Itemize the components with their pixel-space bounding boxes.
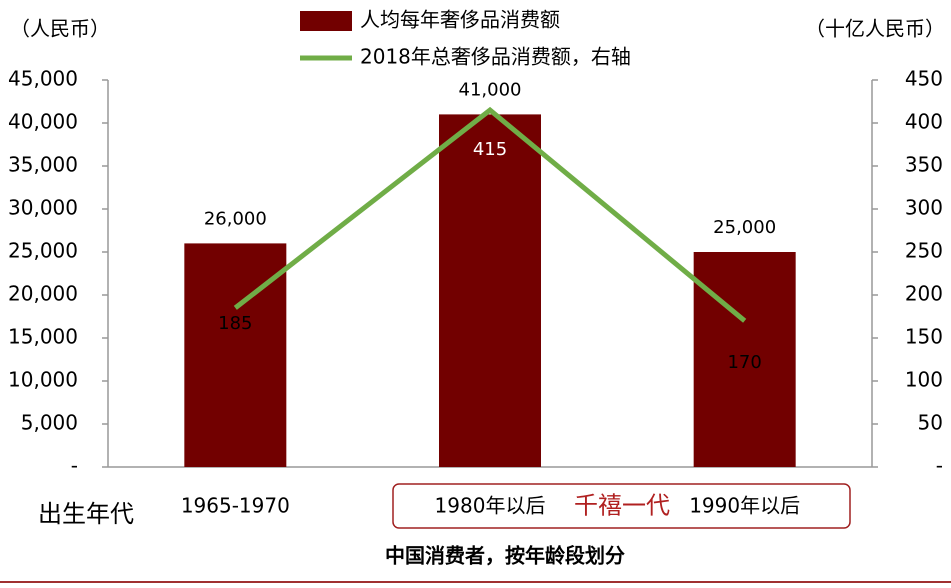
y-tick-label: 10,000	[8, 368, 78, 392]
bar-value-label: 26,000	[204, 208, 267, 229]
y-tick-label: 45,000	[8, 67, 78, 91]
y2-axis-label: （十亿人民币）	[805, 17, 945, 41]
y2-tick-label: 450	[905, 67, 943, 91]
legend-label: 人均每年奢侈品消费额	[360, 8, 560, 32]
y-tick-label: 25,000	[8, 239, 78, 263]
legend-swatch	[300, 11, 352, 31]
legend-label: 2018年总奢侈品消费额，右轴	[360, 45, 631, 69]
y2-tick-label: 250	[905, 239, 943, 263]
y2-tick-label: 300	[905, 196, 943, 220]
y-tick-label: 5,000	[21, 411, 78, 435]
x-tick-label: 1990年以后	[689, 494, 800, 518]
y2-tick-label: 400	[905, 110, 943, 134]
y-tick-label: 40,000	[8, 110, 78, 134]
chart-title: 中国消费者，按年龄段划分	[385, 544, 625, 568]
y-axis-label: （人民币）	[10, 17, 110, 41]
bar	[439, 114, 541, 468]
y2-tick-label: 150	[905, 325, 943, 349]
y2-tick-label: 350	[905, 153, 943, 177]
y2-tick-label: 200	[905, 282, 943, 306]
y-tick-label: 35,000	[8, 153, 78, 177]
y-tick-label: 15,000	[8, 325, 78, 349]
y2-tick-label: -	[936, 454, 943, 478]
bar	[184, 243, 287, 467]
x-axis-label: 出生年代	[38, 500, 134, 528]
y2-tick-label: 100	[905, 368, 943, 392]
y2-tick-label: 50	[918, 411, 943, 435]
y-tick-label: -	[71, 454, 78, 478]
line	[233, 106, 747, 323]
bar	[693, 252, 796, 467]
x-tick-label: 1980年以后	[435, 494, 546, 518]
annotation: 千禧一代	[574, 492, 670, 520]
y-tick-label: 30,000	[8, 196, 78, 220]
bar-value-label: 41,000	[459, 79, 522, 100]
y-tick-label: 20,000	[8, 282, 78, 306]
line-value-label: 170	[727, 352, 761, 373]
line-value-label: 185	[218, 313, 252, 334]
highlight-box	[392, 483, 851, 529]
x-tick-label: 1965-1970	[181, 494, 290, 518]
line-value-label: 415	[473, 139, 507, 160]
bar-value-label: 25,000	[713, 217, 776, 238]
